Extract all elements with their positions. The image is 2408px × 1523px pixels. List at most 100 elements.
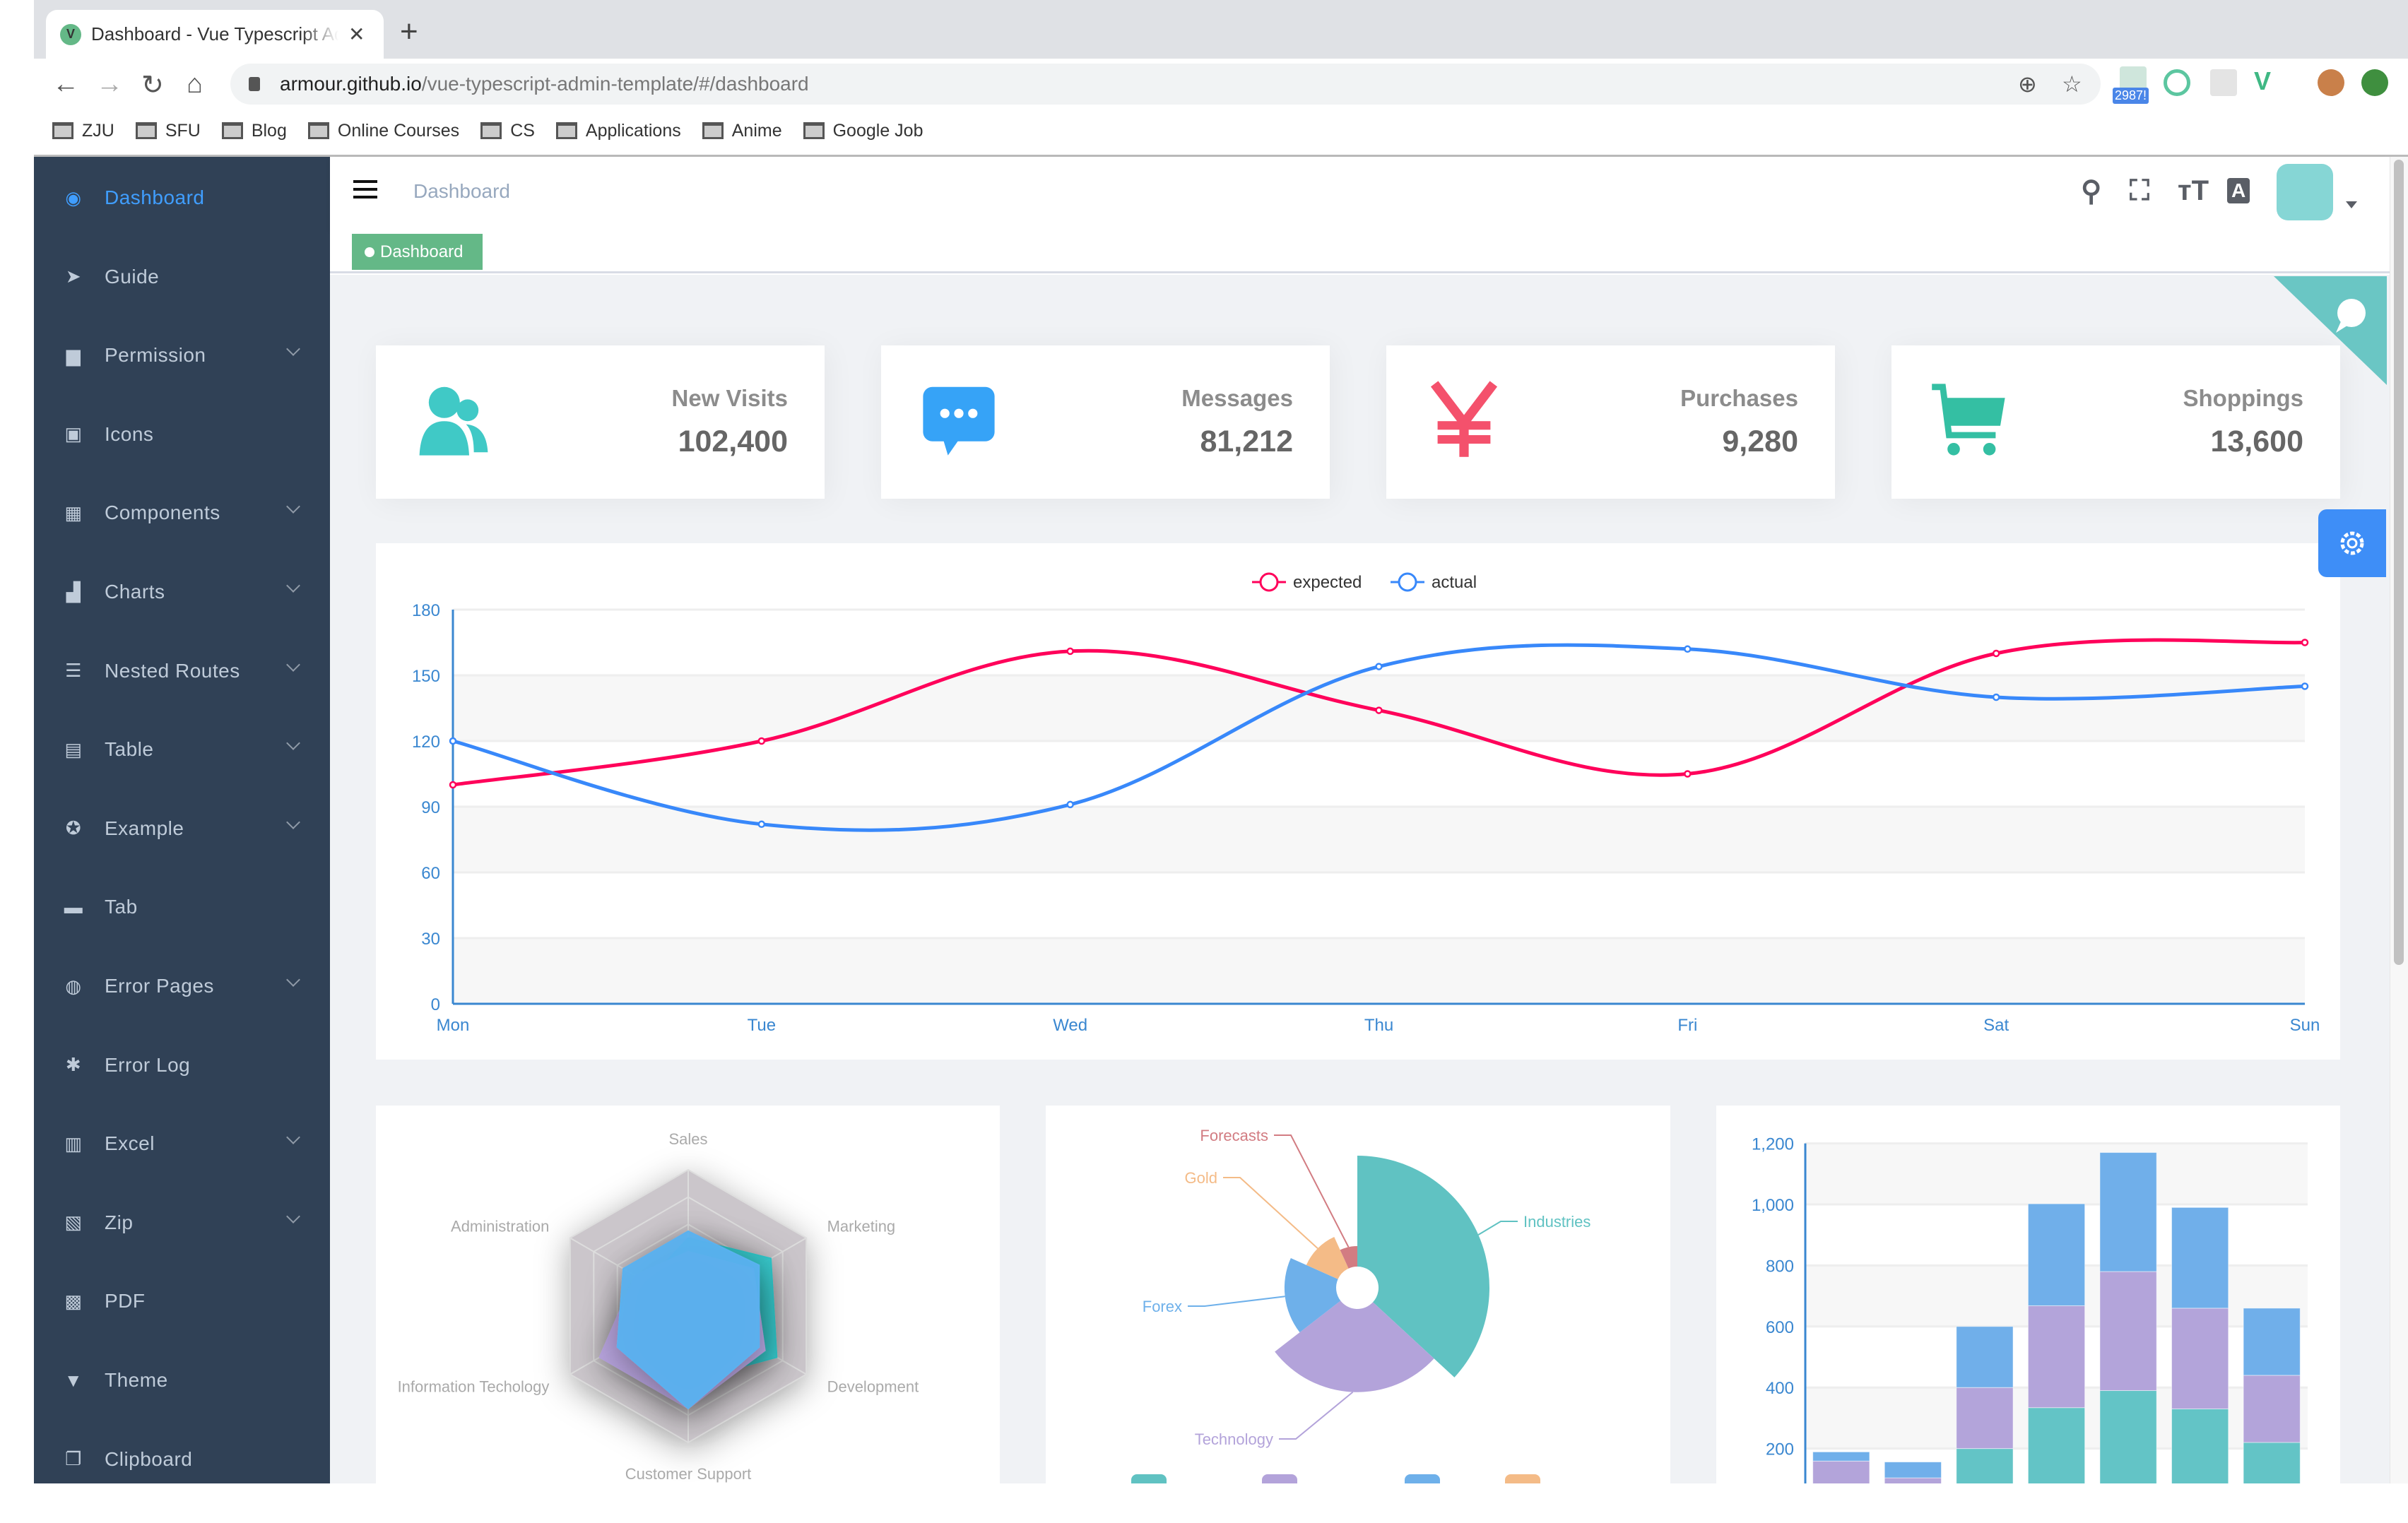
sidebar-item-label: Error Log — [105, 1053, 191, 1076]
profile-avatar[interactable] — [2318, 69, 2344, 96]
bookmark-label: ZJU — [82, 120, 114, 141]
fullscreen-icon[interactable]: ⛶ — [2130, 175, 2149, 206]
legend-circle-icon — [1398, 572, 1417, 592]
new-tab-button[interactable]: + — [400, 14, 418, 49]
back-icon[interactable]: ← — [52, 69, 79, 99]
bar-segment — [2099, 1271, 2157, 1392]
data-point — [757, 737, 766, 745]
url-host: armour.github.io — [280, 73, 422, 95]
pie-label: Technology — [1195, 1430, 1273, 1448]
navbar — [330, 157, 2390, 230]
scrollbar-thumb[interactable] — [2394, 160, 2404, 965]
url-path: /vue-typescript-admin-template/#/dashboa… — [421, 73, 809, 95]
sidebar-item-table[interactable]: ▤ Table — [34, 710, 330, 789]
panel-new-visits[interactable]: New Visits 102,400 — [376, 345, 825, 499]
breadcrumb[interactable]: Dashboard — [413, 180, 510, 202]
sidebar-item-zip[interactable]: ▧ Zip — [34, 1183, 330, 1262]
sidebar-item-permission[interactable]: ▆ Permission — [34, 316, 330, 395]
search-icon[interactable]: ⚲ — [2081, 176, 2102, 207]
chevron-down-icon — [286, 342, 300, 357]
pie-chart: Industries Technology Forex Gold Forecasts — [1131, 1127, 1590, 1483]
sidebar-item-components[interactable]: ▦ Components — [34, 473, 330, 552]
sidebar-item-pdf[interactable]: ▩ PDF — [34, 1262, 330, 1341]
x-tick-label: Fri — [1677, 1016, 1697, 1035]
bookmark-label: CS — [510, 120, 535, 141]
radar-indicator-label: Administration — [451, 1218, 549, 1235]
bar-segment — [1956, 1326, 2014, 1388]
folder-icon — [480, 122, 502, 139]
chevron-down-icon — [286, 499, 300, 514]
grid-band — [1805, 1143, 2308, 1204]
panel-shoppings[interactable]: Shoppings 13,600 — [1891, 345, 2340, 499]
address-bar[interactable]: armour.github.io/vue-typescript-admin-te… — [230, 64, 2101, 105]
home-icon[interactable]: ⌂ — [187, 69, 203, 99]
bookmark-folder[interactable]: Google Job — [803, 121, 923, 141]
bookmark-folder[interactable]: SFU — [135, 121, 201, 141]
data-point — [757, 820, 766, 829]
sidebar-item-label: Dashboard — [105, 186, 205, 208]
panel-purchases[interactable]: Purchases 9,280 — [1386, 345, 1835, 499]
bookmark-folder[interactable]: Blog — [221, 121, 287, 141]
sidebar-item-example[interactable]: ✪ Example — [34, 789, 330, 868]
chart-icon: ▟ — [66, 581, 81, 603]
language-icon[interactable]: A — [2227, 178, 2250, 203]
label-leader-line — [1188, 1296, 1285, 1307]
sidebar-item-label: Nested Routes — [105, 659, 240, 682]
dashboard-icon: ◉ — [65, 186, 82, 208]
sidebar-item-error-log[interactable]: ✱ Error Log — [34, 1026, 330, 1105]
caret-down-icon[interactable] — [2346, 201, 2357, 208]
bar-chart-card: 200 400 600 800 1,000 1,200 — [1716, 1106, 2340, 1483]
hamburger-toggle-icon[interactable] — [353, 180, 377, 201]
sidebar-item-label: Guide — [105, 265, 160, 288]
settings-button[interactable] — [2318, 509, 2386, 577]
sidebar-item-label: Permission — [105, 344, 206, 367]
panel-messages[interactable]: Messages 81,212 — [881, 345, 1330, 499]
bookmark-star-icon[interactable]: ☆ — [2062, 71, 2082, 97]
component-icon: ▦ — [64, 502, 83, 523]
update-icon[interactable] — [2361, 69, 2388, 96]
sidebar-item-icons[interactable]: ▣ Icons — [34, 395, 330, 474]
github-corner-icon[interactable] — [2274, 276, 2387, 385]
vue-devtools-icon[interactable]: V — [2254, 66, 2272, 95]
grammarly-extension-icon[interactable] — [2164, 69, 2190, 96]
sidebar-item-dashboard[interactable]: ◉ Dashboard — [34, 158, 330, 237]
react-extension-icon[interactable] — [2210, 69, 2237, 96]
sidebar-item-label: Icons — [105, 422, 154, 445]
bookmark-folder[interactable]: Online Courses — [307, 121, 459, 141]
pie-chart-card: Industries Technology Forex Gold Forecasts — [1046, 1106, 1670, 1483]
bookmark-folder[interactable]: Anime — [702, 121, 782, 141]
install-icon[interactable]: ⊕ — [2018, 71, 2037, 97]
forward-icon[interactable]: → — [96, 69, 123, 99]
sidebar-item-guide[interactable]: ➤ Guide — [34, 237, 330, 316]
bookmark-folder[interactable]: CS — [480, 121, 535, 141]
sidebar-item-clipboard[interactable]: ❐ Clipboard — [34, 1420, 330, 1483]
sidebar-item-excel[interactable]: ▥ Excel — [34, 1104, 330, 1183]
sidebar-item-error-pages[interactable]: ◍ Error Pages — [34, 947, 330, 1026]
sidebar-item-theme[interactable]: ▼ Theme — [34, 1341, 330, 1420]
label-leader-line — [1477, 1221, 1518, 1235]
example-icon: ✪ — [65, 817, 82, 839]
line-chart: 0 30 60 90 120 150 180 Mon Tue Wed Thu Fri Sat Sun exp… — [412, 572, 2320, 1035]
pie-slice-gold — [1306, 1237, 1349, 1279]
font-size-icon[interactable]: ᴛT — [2178, 175, 2209, 206]
bar-segment — [1884, 1477, 1942, 1483]
sidebar-item-charts[interactable]: ▟ Charts — [34, 552, 330, 632]
legend-label: expected — [1293, 573, 1362, 592]
bar-segment — [1956, 1448, 2014, 1483]
bookmarks-bar: ZJU SFU Blog Online Courses CS Applicati… — [52, 113, 923, 148]
nested-icon: ☰ — [65, 660, 82, 682]
x-tick-label: Tue — [748, 1016, 776, 1035]
bookmark-folder[interactable]: Applications — [555, 120, 681, 141]
sidebar-item-tab[interactable]: ▬ Tab — [34, 867, 330, 947]
tag-dashboard[interactable]: Dashboard — [352, 234, 483, 270]
reload-icon[interactable]: ↻ — [141, 71, 164, 100]
divider — [34, 155, 2408, 157]
pie-label: Forecasts — [1200, 1127, 1268, 1144]
sidebar-item-label: Clipboard — [105, 1447, 193, 1470]
bookmark-folder[interactable]: ZJU — [52, 121, 114, 141]
bookmark-label: Applications — [585, 120, 681, 141]
close-tab-icon[interactable]: ✕ — [348, 23, 365, 45]
sidebar-item-nested-routes[interactable]: ☰ Nested Routes — [34, 632, 330, 711]
browser-tab[interactable]: V Dashboard - Vue Typescript Admin Templ… — [46, 10, 384, 59]
user-avatar[interactable] — [2277, 164, 2333, 220]
